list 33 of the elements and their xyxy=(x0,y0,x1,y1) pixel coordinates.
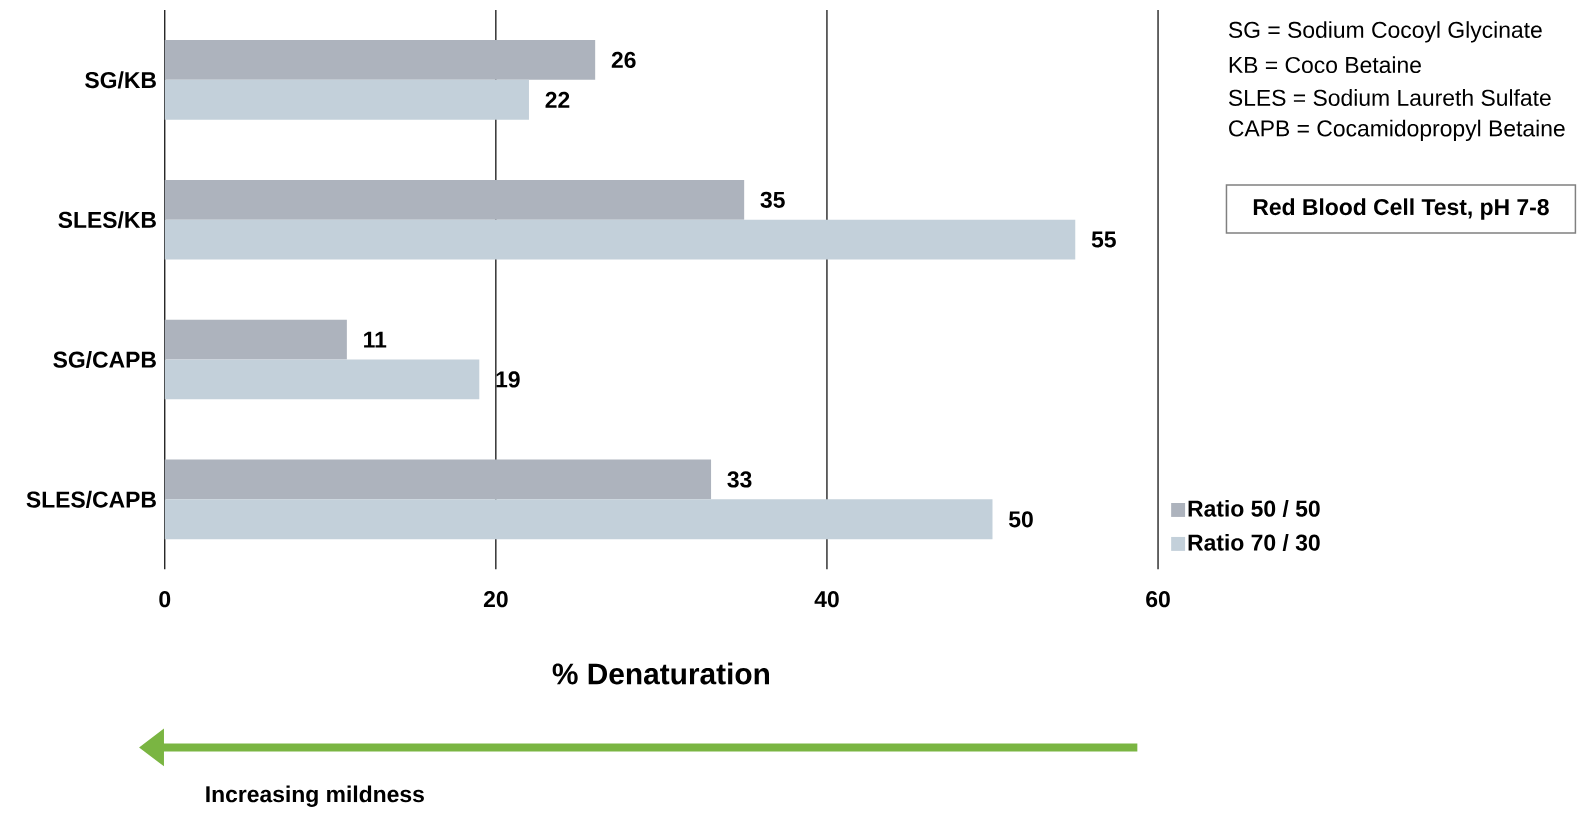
bar xyxy=(164,319,347,360)
legend-label: Ratio 70 / 30 xyxy=(1188,533,1320,551)
data-label: 26 xyxy=(611,51,636,69)
x-tick-label: 20 xyxy=(483,591,508,608)
data-label: 35 xyxy=(760,191,785,208)
data-label: 33 xyxy=(727,471,752,488)
data-label: 11 xyxy=(364,331,387,348)
data-label: 22 xyxy=(545,91,570,108)
bar xyxy=(164,359,480,400)
y-tick-label: SG/CAPB xyxy=(53,350,156,369)
x-tick-label: 60 xyxy=(1146,591,1170,608)
bar xyxy=(164,219,1076,260)
bar xyxy=(164,79,529,120)
text: CAPB = Cocamidopropyl Betaine xyxy=(1229,119,1565,141)
y-tick-label: SLES/KB xyxy=(58,211,156,229)
x-tick-label: 0 xyxy=(159,591,171,608)
text: Increasing mildness xyxy=(206,785,424,807)
text: KB = Coco Betaine xyxy=(1229,56,1421,74)
data-label: 19 xyxy=(496,371,520,388)
text: SLES = Sodium Laureth Sulfate xyxy=(1228,89,1551,106)
bar xyxy=(164,459,712,500)
bar xyxy=(164,179,745,220)
data-label: 50 xyxy=(1008,511,1033,528)
bar xyxy=(164,499,993,540)
text: SG = Sodium Cocoyl Glycinate xyxy=(1228,21,1542,43)
bar xyxy=(164,40,596,80)
text: Red Blood Cell Test, pH 7-8 xyxy=(1253,198,1549,220)
x-axis-title: % Denaturation xyxy=(552,662,769,685)
legend-label: Ratio 50 / 50 xyxy=(1188,499,1320,517)
y-tick-label: SLES/CAPB xyxy=(26,490,156,508)
y-tick-label: SG/KB xyxy=(85,71,156,89)
data-label: 55 xyxy=(1091,231,1116,248)
x-tick-label: 40 xyxy=(814,591,839,608)
